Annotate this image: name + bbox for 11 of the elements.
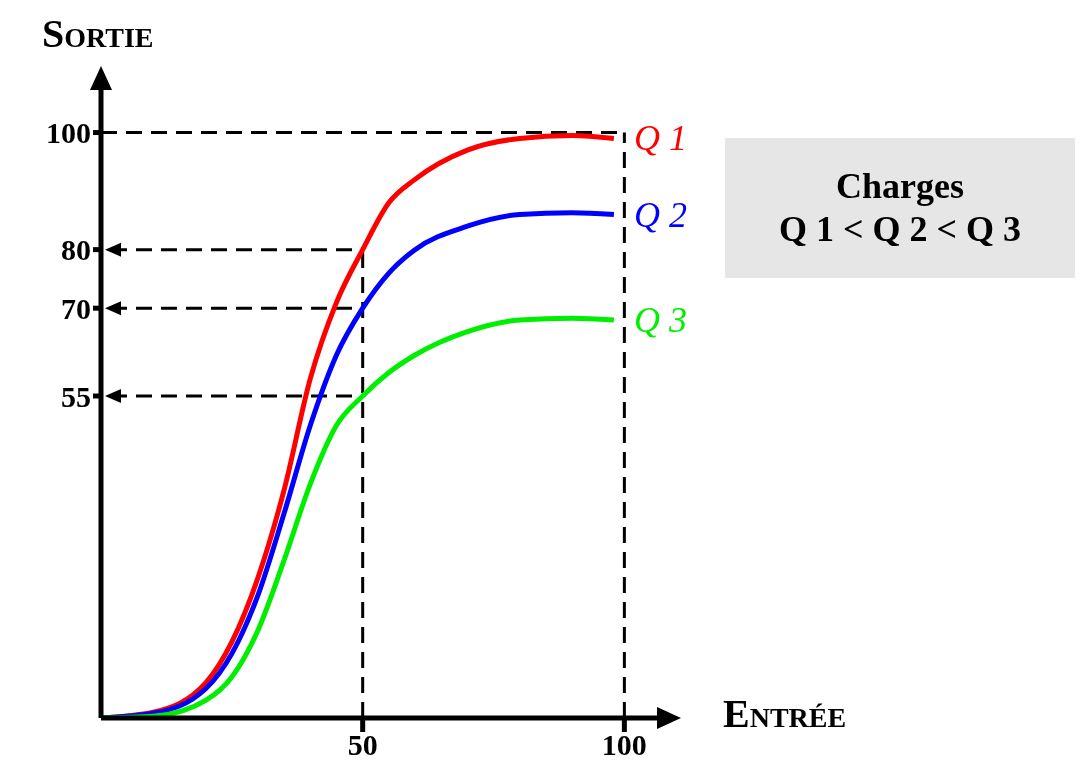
y-axis-title: Sortie	[42, 10, 154, 57]
series-label: Q 2	[633, 194, 687, 235]
y-tick-label: 100	[46, 116, 91, 150]
y-tick-label: 80	[61, 233, 91, 267]
text: Charges Q 1 < Q 2 < Q 3	[778, 164, 1022, 251]
y-tick-label: 55	[61, 379, 91, 413]
y-tick-label: 70	[61, 291, 91, 325]
series-label: Q 3	[633, 299, 687, 340]
series-label: Q 1	[633, 118, 687, 159]
x-tick-label: 50	[347, 728, 378, 762]
x-axis-title: Entrée	[723, 690, 847, 737]
